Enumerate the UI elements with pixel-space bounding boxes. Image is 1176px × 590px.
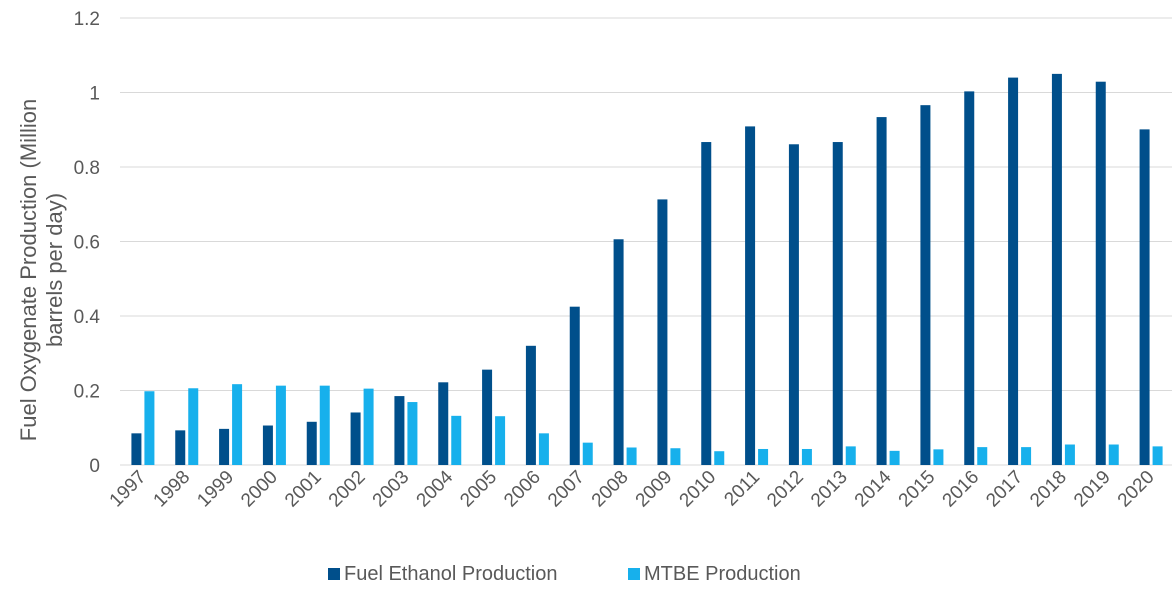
y-axis-title-line-1: Fuel Oxygenate Production (Million bbox=[16, 99, 41, 441]
y-tick-label: 0.8 bbox=[74, 158, 100, 179]
x-tick-label-2018: 2018 bbox=[1026, 467, 1071, 512]
bar-mtbe-2013 bbox=[845, 446, 856, 465]
y-tick-label: 1.2 bbox=[74, 9, 100, 30]
bar-fuel-ethanol-2017 bbox=[1008, 77, 1019, 465]
bar-mtbe-2016 bbox=[977, 447, 988, 465]
x-tick-label-2009: 2009 bbox=[632, 467, 677, 512]
x-tick-label-2001: 2001 bbox=[281, 467, 326, 512]
x-tick-label-2000: 2000 bbox=[237, 467, 282, 512]
x-tick-label-1999: 1999 bbox=[193, 467, 238, 512]
bar-fuel-ethanol-2020 bbox=[1139, 129, 1150, 465]
bar-mtbe-2014 bbox=[889, 450, 900, 465]
bar-mtbe-1997 bbox=[144, 391, 155, 465]
bar-mtbe-2006 bbox=[538, 433, 549, 465]
bar-fuel-ethanol-2015 bbox=[920, 105, 931, 465]
legend-swatch-mtbe bbox=[628, 568, 640, 580]
bar-mtbe-1999 bbox=[232, 384, 243, 465]
x-tick-label-1997: 1997 bbox=[106, 467, 151, 512]
bar-mtbe-2003 bbox=[407, 402, 418, 465]
bar-mtbe-2010 bbox=[714, 451, 725, 465]
bar-fuel-ethanol-2006 bbox=[525, 345, 536, 465]
x-tick-label-2002: 2002 bbox=[325, 467, 370, 512]
bar-mtbe-2011 bbox=[758, 448, 769, 465]
bar-fuel-ethanol-2004 bbox=[438, 382, 449, 465]
bar-fuel-ethanol-2009 bbox=[657, 199, 668, 465]
bar-mtbe-1998 bbox=[188, 388, 199, 465]
bar-mtbe-2015 bbox=[933, 449, 944, 465]
bar-mtbe-2020 bbox=[1152, 446, 1163, 465]
bar-fuel-ethanol-2014 bbox=[876, 117, 887, 466]
x-tick-label-1998: 1998 bbox=[150, 467, 195, 512]
bar-mtbe-2009 bbox=[670, 448, 681, 465]
bar-fuel-ethanol-2001 bbox=[306, 421, 317, 465]
y-tick-label: 0.2 bbox=[74, 382, 100, 403]
x-tick-label-2014: 2014 bbox=[851, 466, 896, 511]
bar-mtbe-2012 bbox=[801, 448, 812, 465]
bar-fuel-ethanol-1997 bbox=[131, 433, 142, 465]
bar-fuel-ethanol-2011 bbox=[745, 126, 756, 466]
x-tick-label-2007: 2007 bbox=[544, 467, 589, 512]
bar-fuel-ethanol-2005 bbox=[482, 369, 493, 465]
legend-swatch-fuel-ethanol bbox=[328, 568, 340, 580]
bar-mtbe-2005 bbox=[495, 416, 506, 465]
y-tick-label: 0.4 bbox=[74, 307, 101, 328]
x-tick-label-2006: 2006 bbox=[500, 467, 545, 512]
x-tick-label-2010: 2010 bbox=[676, 467, 721, 512]
y-tick-label: 1 bbox=[89, 84, 100, 105]
bar-mtbe-2002 bbox=[363, 388, 374, 465]
legend: Fuel Ethanol Production MTBE Production bbox=[328, 563, 801, 585]
bar-fuel-ethanol-2002 bbox=[350, 412, 361, 465]
bar-mtbe-2019 bbox=[1108, 444, 1119, 465]
bar-fuel-ethanol-2018 bbox=[1051, 73, 1062, 465]
bars bbox=[131, 73, 1163, 466]
bar-mtbe-2000 bbox=[275, 385, 286, 465]
x-tick-label-2011: 2011 bbox=[720, 467, 764, 511]
bar-mtbe-2017 bbox=[1021, 447, 1032, 465]
x-tick-label-2004: 2004 bbox=[413, 466, 458, 511]
x-tick-label-2015: 2015 bbox=[895, 467, 940, 512]
bar-mtbe-2008 bbox=[626, 447, 637, 465]
bar-fuel-ethanol-1999 bbox=[219, 428, 230, 465]
y-axis-ticks: 0 0.2 0.4 0.6 0.8 1 1.2 bbox=[74, 9, 101, 477]
x-tick-label-2020: 2020 bbox=[1114, 467, 1159, 512]
x-tick-label-2019: 2019 bbox=[1070, 467, 1115, 512]
bar-fuel-ethanol-2012 bbox=[788, 144, 799, 465]
bar-fuel-ethanol-2013 bbox=[832, 142, 843, 466]
y-axis-title-line-2: barrels per day) bbox=[42, 193, 67, 347]
bar-fuel-ethanol-2000 bbox=[262, 425, 273, 465]
legend-label-mtbe: MTBE Production bbox=[644, 563, 801, 585]
y-tick-label: 0 bbox=[89, 456, 100, 477]
bar-fuel-ethanol-2016 bbox=[964, 91, 975, 465]
bar-mtbe-2007 bbox=[582, 442, 593, 465]
bar-fuel-ethanol-2019 bbox=[1095, 81, 1106, 465]
bar-fuel-ethanol-2007 bbox=[569, 306, 580, 465]
x-tick-label-2016: 2016 bbox=[939, 467, 984, 512]
x-tick-label-2005: 2005 bbox=[456, 467, 501, 512]
x-axis-ticks: 1997 1998 1999 2000 2001 2002 2003 2004 2005 2006… bbox=[106, 466, 1159, 511]
bar-fuel-ethanol-2008 bbox=[613, 239, 624, 465]
bar-fuel-ethanol-1998 bbox=[175, 430, 186, 465]
x-tick-label-2008: 2008 bbox=[588, 467, 633, 512]
bar-mtbe-2001 bbox=[319, 385, 330, 465]
x-tick-label-2013: 2013 bbox=[807, 467, 852, 512]
x-tick-label-2003: 2003 bbox=[369, 467, 414, 512]
legend-label-fuel-ethanol: Fuel Ethanol Production bbox=[344, 563, 557, 585]
gridlines bbox=[120, 17, 1172, 466]
bar-fuel-ethanol-2003 bbox=[394, 396, 405, 465]
x-tick-label-2012: 2012 bbox=[763, 467, 808, 512]
x-tick-label-2017: 2017 bbox=[982, 467, 1027, 512]
bar-mtbe-2004 bbox=[451, 415, 462, 465]
bar-mtbe-2018 bbox=[1064, 444, 1075, 465]
y-tick-label: 0.6 bbox=[74, 233, 100, 254]
bar-fuel-ethanol-2010 bbox=[701, 142, 712, 466]
